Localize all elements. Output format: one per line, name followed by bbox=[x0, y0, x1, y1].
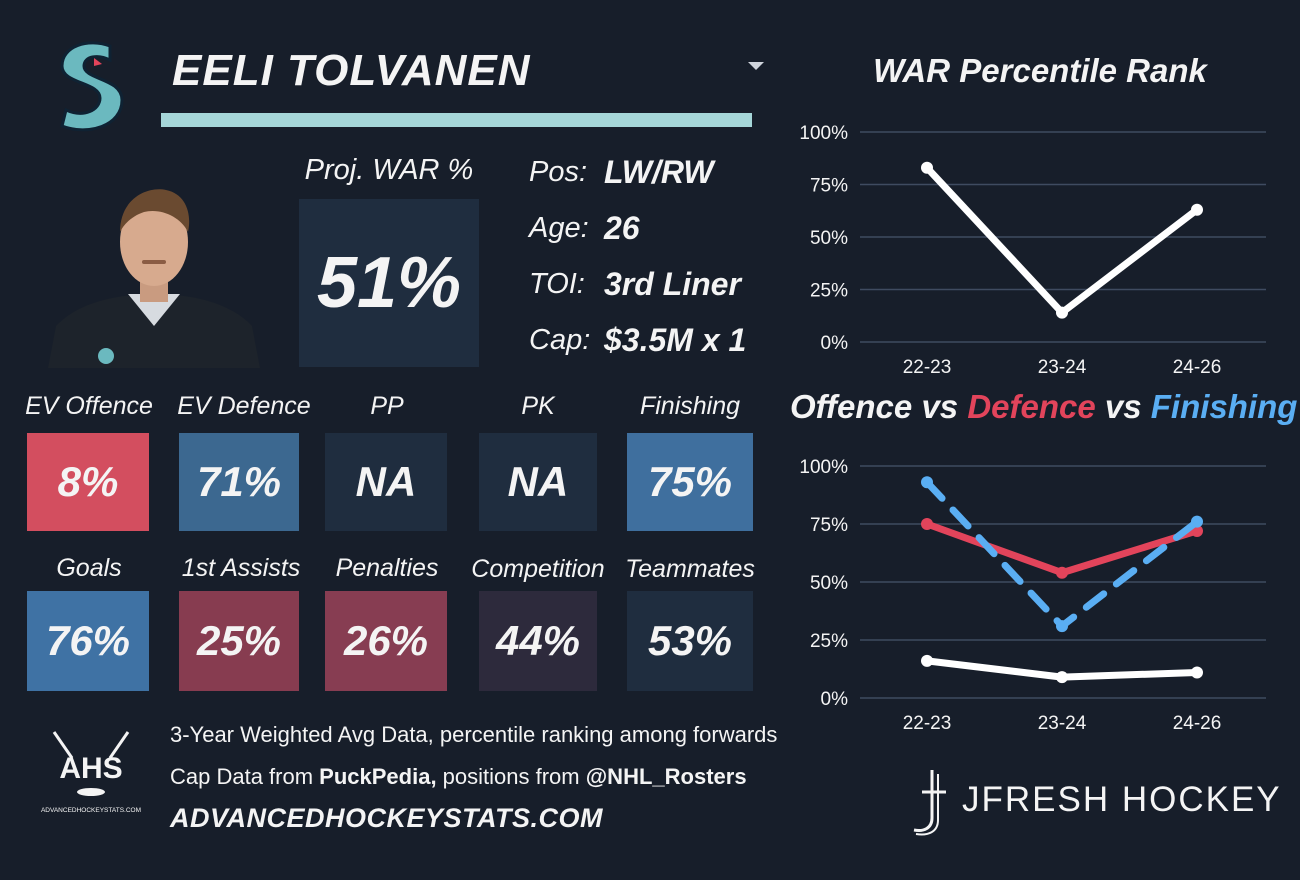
stat-value-teammates: 53% bbox=[647, 617, 733, 664]
series-line bbox=[923, 164, 1201, 317]
footer-methodology: 3-Year Weighted Avg Data, percentile ran… bbox=[170, 722, 778, 747]
data-point bbox=[921, 476, 933, 489]
data-point bbox=[921, 161, 933, 174]
y-tick-label: 0% bbox=[821, 333, 849, 354]
chevron-down-icon[interactable] bbox=[748, 62, 764, 70]
jfresh-brand: JFRESH HOCKEY bbox=[962, 780, 1282, 819]
footer-source-nhl-rosters: @NHL_Rosters bbox=[585, 764, 747, 789]
data-point bbox=[1191, 515, 1203, 528]
stat-tile-competition: 44% bbox=[479, 591, 597, 691]
y-tick-label: 25% bbox=[810, 281, 848, 302]
stat-label-goals: Goals bbox=[56, 554, 122, 582]
toi-label: TOI: bbox=[529, 268, 585, 300]
stat-label-penalties: Penalties bbox=[335, 554, 439, 582]
stat-tile-ev-offence: 8% bbox=[27, 433, 149, 531]
title-defence: Defence bbox=[967, 388, 1096, 425]
series-line bbox=[923, 478, 1201, 630]
stat-label-competition: Competition bbox=[471, 555, 605, 583]
ahs-logo: AHS ADVANCEDHOCKEYSTATS.COM bbox=[41, 731, 141, 814]
stat-value-ev-defence: 71% bbox=[196, 458, 282, 505]
ahs-logo-subtext: ADVANCEDHOCKEYSTATS.COM bbox=[41, 807, 141, 814]
stat-tile-goals: 76% bbox=[27, 591, 149, 691]
position-label: Pos: bbox=[529, 156, 588, 188]
stat-label-first-assists: 1st Assists bbox=[181, 554, 301, 582]
components-chart-title: Offence vs Defence vs Finishing bbox=[790, 388, 1297, 426]
data-point bbox=[1056, 671, 1068, 684]
title-vs-2: vs bbox=[1095, 388, 1151, 425]
toi-value: 3rd Liner bbox=[604, 266, 741, 302]
footer-source-puckpedia: PuckPedia, bbox=[319, 764, 437, 789]
projected-war-box: 51% bbox=[299, 199, 479, 367]
footer-sources-mid: positions from bbox=[436, 764, 586, 789]
stat-tile-pk: NA bbox=[479, 433, 597, 531]
stat-tile-penalties: 26% bbox=[325, 591, 447, 691]
stat-value-goals: 76% bbox=[45, 617, 131, 664]
stat-value-competition: 44% bbox=[495, 617, 581, 664]
footer-sources-prefix: Cap Data from bbox=[170, 764, 320, 789]
components-chart: 0% 25% 50% 75% 100% 22-23 23-24 24-26 bbox=[799, 457, 1266, 734]
projected-war-label: Proj. WAR % bbox=[304, 154, 474, 186]
stat-tile-pp: NA bbox=[325, 433, 447, 531]
title-finishing: Finishing bbox=[1150, 388, 1298, 425]
player-name: EELI TOLVANEN bbox=[172, 46, 531, 95]
player-headshot bbox=[48, 189, 260, 368]
y-tick-label: 0% bbox=[821, 689, 849, 710]
stat-label-pk: PK bbox=[521, 392, 555, 420]
stat-label-finishing: Finishing bbox=[639, 392, 741, 420]
stat-label-teammates: Teammates bbox=[625, 555, 755, 583]
y-tick-label: 75% bbox=[810, 176, 848, 197]
stat-tile-ev-defence: 71% bbox=[179, 433, 299, 531]
projected-war-value: 51% bbox=[316, 243, 462, 323]
data-point bbox=[1056, 566, 1068, 579]
x-tick-label: 24-26 bbox=[1173, 713, 1222, 734]
x-tick-label: 24-26 bbox=[1173, 357, 1222, 378]
stat-tile-finishing: 75% bbox=[627, 433, 753, 531]
series-line bbox=[923, 520, 1201, 577]
y-tick-label: 50% bbox=[810, 228, 848, 249]
y-tick-label: 100% bbox=[799, 123, 848, 144]
y-tick-label: 100% bbox=[799, 457, 848, 478]
stat-tile-teammates: 53% bbox=[627, 591, 753, 691]
cap-value: $3.5M x 1 bbox=[604, 322, 747, 358]
data-point bbox=[921, 654, 933, 667]
stat-label-pp: PP bbox=[370, 392, 404, 420]
stat-value-first-assists: 25% bbox=[196, 617, 282, 664]
stat-value-pp: NA bbox=[355, 458, 417, 505]
x-tick-label: 23-24 bbox=[1038, 357, 1087, 378]
war-percentile-chart: 0% 25% 50% 75% 100% 22-23 23-24 24-26 bbox=[799, 123, 1266, 378]
stat-value-penalties: 26% bbox=[343, 617, 429, 664]
war-chart-title: WAR Percentile Rank bbox=[873, 52, 1207, 89]
jfresh-logo-icon bbox=[913, 770, 946, 836]
stat-label-ev-defence: EV Defence bbox=[177, 392, 311, 420]
x-tick-label: 22-23 bbox=[903, 357, 952, 378]
stat-label-ev-offence: EV Offence bbox=[25, 392, 153, 420]
title-vs-1: vs bbox=[912, 388, 968, 425]
stat-tile-first-assists: 25% bbox=[179, 591, 299, 691]
footer-site: ADVANCEDHOCKEYSTATS.COM bbox=[170, 803, 604, 833]
title-offence: Offence bbox=[790, 388, 913, 425]
data-point bbox=[1191, 666, 1203, 679]
ahs-logo-text: AHS bbox=[59, 752, 122, 785]
y-tick-label: 25% bbox=[810, 631, 848, 652]
team-logo bbox=[60, 41, 124, 132]
position-value: LW/RW bbox=[604, 154, 714, 190]
data-point bbox=[921, 518, 933, 530]
data-point bbox=[1056, 620, 1068, 633]
data-point bbox=[1191, 203, 1203, 216]
cap-label: Cap: bbox=[529, 324, 591, 356]
stat-value-pk: NA bbox=[507, 458, 569, 505]
stat-value-finishing: 75% bbox=[647, 458, 733, 505]
name-accent-bar bbox=[161, 113, 752, 127]
age-label: Age: bbox=[529, 212, 589, 244]
x-tick-label: 22-23 bbox=[903, 713, 952, 734]
x-tick-label: 23-24 bbox=[1038, 713, 1087, 734]
data-point bbox=[1056, 306, 1068, 319]
y-tick-label: 75% bbox=[810, 515, 848, 536]
age-value: 26 bbox=[604, 210, 640, 246]
footer-sources: Cap Data from PuckPedia, positions from … bbox=[170, 764, 747, 790]
y-tick-label: 50% bbox=[810, 573, 848, 594]
stat-value-ev-offence: 8% bbox=[57, 458, 119, 505]
